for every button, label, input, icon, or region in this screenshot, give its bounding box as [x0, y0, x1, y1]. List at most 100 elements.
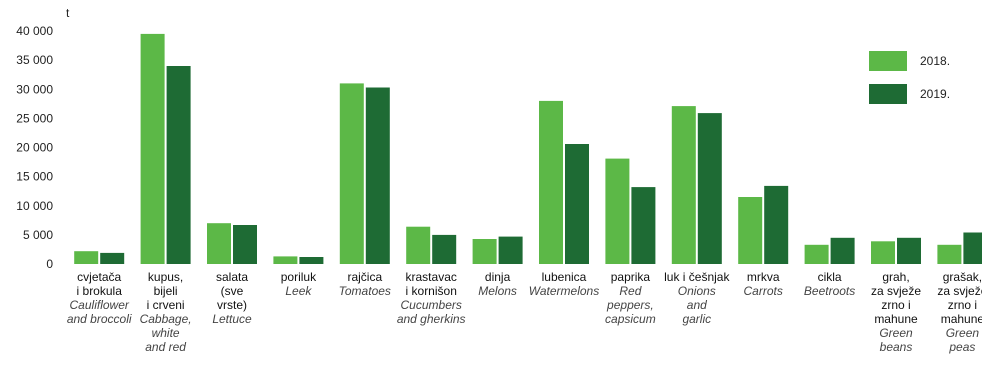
y-tick-label: 5 000	[23, 228, 53, 242]
category-name-local: dinja	[485, 270, 511, 284]
bar-2019-2	[233, 225, 257, 264]
category-name-local: paprika	[611, 270, 651, 284]
category-name-local: zrno i	[948, 298, 977, 312]
bar-2019-11	[830, 237, 855, 264]
category-name-local: (sve	[221, 284, 244, 298]
y-axis: 0 5 000 10 000 15 000 20 000 25 000 30 000 35 0…	[16, 24, 53, 271]
bar-2018-7	[539, 100, 563, 265]
category-name-english: garlic	[682, 312, 711, 326]
bar-2018-13	[937, 244, 962, 264]
category-name-english: white	[152, 326, 180, 340]
category-name-english: Leek	[285, 284, 312, 298]
legend: 2018. 2019.	[869, 51, 950, 104]
legend-label: 2019.	[920, 87, 950, 101]
bar-2018-12	[871, 241, 895, 264]
category-name-local: mahune	[874, 312, 918, 326]
legend-swatch	[869, 51, 907, 71]
y-tick-label: 35 000	[16, 53, 53, 67]
category-name-english: and gherkins	[397, 312, 466, 326]
category-name-local: za svježe	[937, 284, 982, 298]
y-tick-label: 20 000	[16, 141, 53, 155]
bar-2018-3	[273, 256, 298, 264]
category-name-local: mahune	[941, 312, 982, 326]
category-name-local: rajčica	[347, 270, 382, 284]
category-name-local: krastavac	[406, 270, 457, 284]
category-name-english: Tomatoes	[339, 284, 391, 298]
bar-2019-5	[432, 234, 457, 264]
legend-label: 2018.	[920, 54, 950, 68]
bar-2019-13	[963, 232, 982, 264]
category-name-english: and red	[145, 340, 186, 354]
bar-2018-11	[804, 244, 829, 264]
bar-2019-8	[631, 187, 656, 264]
category-name-english: Carrots	[744, 284, 783, 298]
category-name-local: grah,	[882, 270, 909, 284]
bar-2018-1	[140, 33, 165, 265]
bar-2018-10	[738, 197, 763, 264]
bar-2018-4	[339, 83, 364, 265]
category-name-local: grašak,	[943, 270, 982, 284]
bar-2018-9	[671, 106, 696, 264]
category-name-english: beans	[880, 340, 913, 354]
category-name-english: Beetroots	[804, 284, 855, 298]
bar-2019-10	[764, 185, 789, 264]
y-tick-label: 40 000	[16, 24, 53, 38]
category-name-local: salata	[216, 270, 248, 284]
category-name-local: bijeli	[154, 284, 178, 298]
category-name-english: Melons	[478, 284, 517, 298]
category-name-local: zrno i	[881, 298, 910, 312]
y-tick-label: 15 000	[16, 170, 53, 184]
y-axis-unit: t	[66, 6, 70, 20]
category-name-english: Red	[619, 284, 641, 298]
category-name-english: Onions	[678, 284, 716, 298]
category-name-local: i brokula	[77, 284, 123, 298]
category-name-english: capsicum	[605, 312, 656, 326]
y-tick-label: 25 000	[16, 111, 53, 125]
category-name-local: mrkva	[747, 270, 780, 284]
category-name-local: cvjetača	[77, 270, 121, 284]
bar-2019-0	[100, 252, 125, 264]
category-name-local: za svježe	[871, 284, 921, 298]
category-name-english: Watermelons	[529, 284, 599, 298]
category-name-english: Cabbage,	[140, 312, 192, 326]
bar-2018-8	[605, 158, 630, 264]
category-name-english: Green	[946, 326, 980, 340]
category-name-local: kupus,	[148, 270, 183, 284]
bar-2018-6	[472, 239, 497, 264]
category-name-english: peppers,	[606, 298, 654, 312]
y-tick-label: 10 000	[16, 199, 53, 213]
bar-2019-6	[498, 236, 523, 264]
bar-2019-12	[897, 237, 921, 264]
category-name-local: poriluk	[281, 270, 317, 284]
bar-2019-9	[697, 113, 722, 264]
category-name-local: lubenica	[542, 270, 587, 284]
bar-2018-0	[74, 251, 99, 264]
category-name-local: vrste)	[217, 298, 247, 312]
category-name-english: Cauliflower	[70, 298, 130, 312]
bar-2018-2	[207, 223, 231, 264]
category-name-local: i kornišon	[406, 284, 457, 298]
category-name-english: Lettuce	[212, 312, 252, 326]
category-name-local: luk i češnjak	[664, 270, 730, 284]
category-name-local: i crveni	[147, 298, 185, 312]
category-name-english: peas	[948, 340, 975, 354]
category-name-english: and	[687, 298, 707, 312]
legend-swatch	[869, 84, 907, 104]
category-name-local: cikla	[818, 270, 842, 284]
bar-2019-3	[299, 257, 324, 264]
bar-2018-5	[406, 226, 431, 264]
bar-2019-7	[565, 144, 589, 264]
